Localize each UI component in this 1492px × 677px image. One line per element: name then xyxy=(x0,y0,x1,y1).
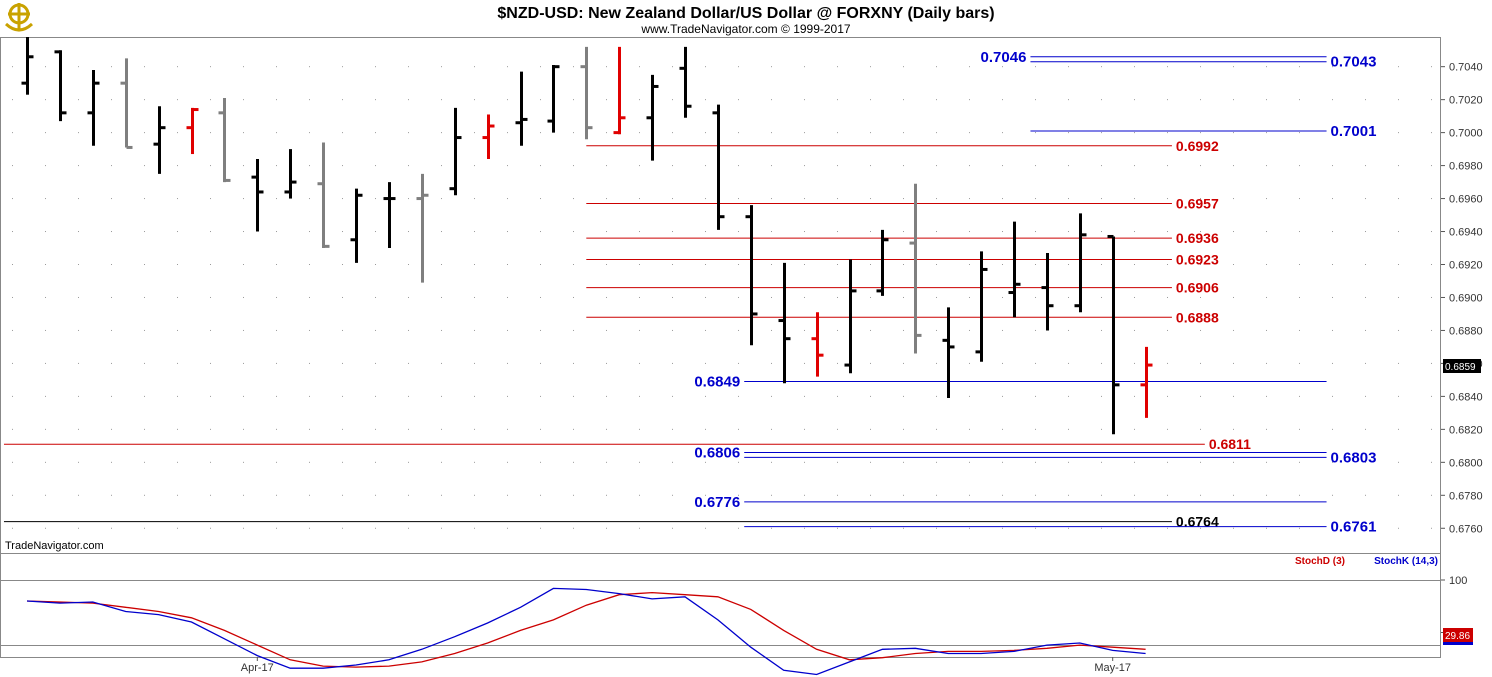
level-label: 0.6761 xyxy=(1331,519,1377,536)
level-label: 0.6936 xyxy=(1176,230,1219,246)
ohlc-bar xyxy=(218,97,231,183)
grid-dots xyxy=(12,66,1432,529)
ohlc-bar xyxy=(153,106,166,174)
ohlc-bar xyxy=(251,158,264,232)
ohlc-bar xyxy=(1041,252,1054,331)
level-label: 0.6776 xyxy=(694,494,740,511)
chart-subtitle: www.TradeNavigator.com © 1999-2017 xyxy=(640,22,850,36)
watermark-label: TradeNavigator.com xyxy=(5,540,104,552)
y-tick-label: 0.7000 xyxy=(1449,128,1483,140)
last-stoch-tag: 29.86 xyxy=(1443,628,1473,645)
level-label: 0.6888 xyxy=(1176,309,1219,325)
level-label: 0.7043 xyxy=(1331,54,1377,71)
ohlc-bar xyxy=(1140,346,1153,418)
ohlc-bar xyxy=(416,173,429,283)
ohlc-bar xyxy=(613,46,626,135)
ohlc-bar xyxy=(186,107,199,155)
ohlc-bar xyxy=(449,107,462,196)
ohlc-bar xyxy=(317,142,330,249)
level-label: 0.6803 xyxy=(1331,449,1377,466)
ohlc-bar xyxy=(547,65,560,133)
level-label: 0.6811 xyxy=(1209,436,1251,452)
y-tick-label: 0.6800 xyxy=(1449,457,1483,469)
ohlc-bar xyxy=(21,37,34,95)
ohlc-bar xyxy=(87,69,100,146)
level-label: 0.6923 xyxy=(1176,252,1219,268)
stochastic-lines xyxy=(26,587,1146,676)
stoch-series-line xyxy=(26,587,1146,676)
y-tick-label: 0.6900 xyxy=(1449,292,1483,304)
level-label: 0.6906 xyxy=(1176,280,1219,296)
ohlc-bar xyxy=(515,71,528,146)
ohlc-bar xyxy=(1107,234,1120,435)
ohlc-bar xyxy=(778,262,791,384)
ohlc-bar xyxy=(1008,221,1021,318)
level-label: 0.6849 xyxy=(694,374,740,391)
svg-text:0.6859: 0.6859 xyxy=(1445,362,1476,373)
y-tick-label: 0.7020 xyxy=(1449,95,1483,107)
ohlc-bar xyxy=(54,50,67,122)
y-tick-label: 0.7040 xyxy=(1449,62,1483,74)
stoch-y-tick-label: 100 xyxy=(1449,575,1467,587)
ohlc-bars xyxy=(21,37,1153,435)
x-tick-label: May-17 xyxy=(1094,662,1131,674)
legend-stochk: StochK (14,3) xyxy=(1374,556,1438,567)
ohlc-bar xyxy=(745,205,758,346)
date-axis: Apr-17 May-17 xyxy=(241,657,1131,674)
level-label: 0.7046 xyxy=(981,49,1027,66)
y-tick-label: 0.6760 xyxy=(1449,523,1483,535)
level-label: 0.6764 xyxy=(1176,514,1219,530)
ohlc-bar xyxy=(712,104,725,230)
x-tick-label: Apr-17 xyxy=(241,662,274,674)
ohlc-bar xyxy=(975,251,988,362)
level-label: 0.6992 xyxy=(1176,138,1219,154)
level-label: 0.7001 xyxy=(1331,123,1377,140)
y-tick-label: 0.6780 xyxy=(1449,490,1483,502)
ohlc-bar xyxy=(876,229,889,296)
ohlc-bar xyxy=(844,259,857,374)
ohlc-bar xyxy=(350,188,363,263)
chart-title: $NZD-USD: New Zealand Dollar/US Dollar @… xyxy=(497,5,994,22)
level-label: 0.6806 xyxy=(694,444,740,461)
y-tick-label: 0.6940 xyxy=(1449,227,1483,239)
price-y-axis: 0.7040 0.7020 0.7000 0.6980 0.6960 0.6940 0.69… xyxy=(1441,62,1483,535)
ohlc-bar xyxy=(811,312,824,377)
level-lines: 0.7046 0.7043 0.7001 0.6992 0.6957 0.6936 0.69… xyxy=(3,49,1377,536)
ohlc-bar xyxy=(1074,213,1087,313)
y-tick-label: 0.6960 xyxy=(1449,194,1483,206)
ohlc-bar xyxy=(383,182,396,249)
ship-anchor-icon xyxy=(4,3,34,32)
y-tick-label: 0.6820 xyxy=(1449,424,1483,436)
legend-stochd: StochD (3) xyxy=(1295,556,1345,567)
ohlc-bar xyxy=(646,74,659,161)
ohlc-bar xyxy=(909,183,922,354)
y-tick-label: 0.6840 xyxy=(1449,391,1483,403)
svg-text:29.86: 29.86 xyxy=(1445,631,1470,642)
y-tick-label: 0.6880 xyxy=(1449,325,1483,337)
y-tick-label: 0.6920 xyxy=(1449,260,1483,272)
stoch-series-line xyxy=(26,591,1146,668)
ohlc-bar xyxy=(580,46,593,140)
ohlc-bar xyxy=(482,114,495,159)
ohlc-bar xyxy=(942,307,955,399)
ohlc-bar xyxy=(284,149,297,199)
ohlc-bar xyxy=(120,58,133,149)
last-price-tag: 0.6859 xyxy=(1443,359,1481,373)
y-tick-label: 0.6980 xyxy=(1449,161,1483,173)
ohlc-bar xyxy=(679,46,692,118)
level-label: 0.6957 xyxy=(1176,196,1219,212)
